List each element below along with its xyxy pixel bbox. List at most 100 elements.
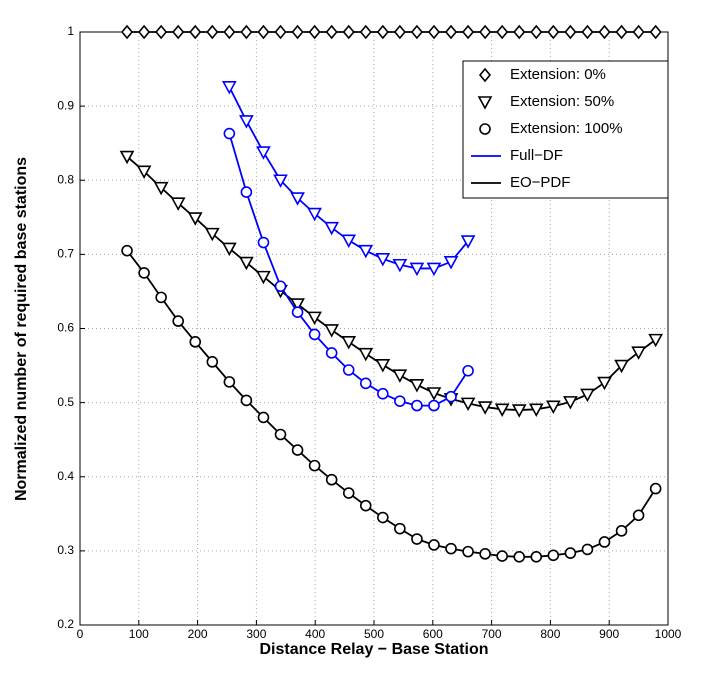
x-tick-label: 1000 xyxy=(655,627,682,641)
data-point xyxy=(513,551,526,563)
data-point xyxy=(479,548,491,560)
data-point xyxy=(138,267,150,279)
data-point xyxy=(290,298,305,312)
data-point xyxy=(206,356,219,368)
data-point xyxy=(580,388,595,403)
data-point xyxy=(291,24,304,40)
data-point xyxy=(528,403,544,417)
data-point xyxy=(359,377,372,390)
data-point xyxy=(342,24,355,40)
x-tick-label: 300 xyxy=(246,627,266,641)
data-point xyxy=(290,192,305,206)
data-point xyxy=(530,24,543,40)
data-point xyxy=(256,146,271,160)
data-point xyxy=(377,387,389,400)
x-tick-label: 0 xyxy=(77,627,84,641)
legend-marker xyxy=(478,67,492,83)
data-point xyxy=(308,24,321,40)
data-point xyxy=(121,244,133,257)
data-point xyxy=(307,207,322,222)
data-point xyxy=(138,24,151,40)
data-point xyxy=(545,400,561,415)
x-tick-label: 500 xyxy=(364,627,384,641)
data-point xyxy=(239,256,254,271)
y-tick-label: 0.3 xyxy=(57,543,74,557)
legend-label: Extension: 50% xyxy=(510,93,614,110)
data-point xyxy=(462,545,474,558)
legend-marker xyxy=(477,96,493,110)
data-point xyxy=(410,24,423,40)
data-point xyxy=(240,186,253,198)
data-point xyxy=(445,542,457,555)
data-point xyxy=(153,181,169,196)
data-point xyxy=(460,397,476,412)
data-point xyxy=(375,253,391,267)
data-point xyxy=(581,24,594,40)
x-tick-label: 800 xyxy=(540,627,560,641)
data-point xyxy=(597,376,612,391)
data-point xyxy=(257,236,270,249)
data-point xyxy=(426,262,442,277)
data-point xyxy=(376,24,389,40)
data-point xyxy=(631,346,646,360)
data-point xyxy=(155,24,168,40)
data-point xyxy=(239,115,254,129)
data-point xyxy=(342,364,355,376)
data-point xyxy=(394,522,406,535)
data-point xyxy=(223,127,236,140)
data-point xyxy=(511,404,527,418)
data-point xyxy=(324,324,340,338)
data-point xyxy=(342,487,355,499)
data-point xyxy=(496,550,508,562)
data-point xyxy=(257,24,270,40)
data-point xyxy=(615,525,628,537)
legend-marker xyxy=(479,123,491,135)
data-point xyxy=(170,197,186,211)
data-point xyxy=(223,376,236,388)
data-point xyxy=(206,24,219,40)
data-point xyxy=(325,24,338,40)
data-point xyxy=(325,347,338,359)
data-point xyxy=(358,244,374,259)
x-tick-label: 900 xyxy=(599,627,619,641)
data-point xyxy=(274,280,287,293)
y-axis-label: Normalized number of required base stati… xyxy=(13,157,30,501)
data-point xyxy=(426,387,442,401)
data-point xyxy=(394,395,406,407)
data-point xyxy=(563,396,578,410)
data-point xyxy=(649,24,662,40)
data-point xyxy=(273,174,288,188)
x-tick-label: 100 xyxy=(129,627,149,641)
data-point xyxy=(375,359,391,373)
y-tick-label: 0.4 xyxy=(57,469,74,483)
data-point xyxy=(119,150,135,165)
y-tick-label: 0.2 xyxy=(57,617,74,631)
x-axis-label: Distance Relay − Base Station xyxy=(260,641,489,658)
y-tick-label: 0.7 xyxy=(57,247,74,261)
data-point xyxy=(564,547,577,559)
data-point xyxy=(325,473,338,486)
data-point xyxy=(411,533,423,545)
data-point xyxy=(257,411,270,424)
legend-box xyxy=(462,60,669,199)
data-point xyxy=(308,328,321,341)
data-point xyxy=(443,255,459,270)
data-point xyxy=(477,401,493,415)
data-point xyxy=(359,499,372,512)
data-point xyxy=(614,359,629,374)
data-point xyxy=(427,24,441,40)
data-point xyxy=(274,24,287,40)
data-point xyxy=(428,539,440,551)
data-point xyxy=(189,336,202,348)
legend-label: Extension: 0% xyxy=(510,66,606,83)
data-point xyxy=(392,369,408,383)
data-point xyxy=(240,24,253,40)
data-point xyxy=(530,551,543,563)
data-point xyxy=(341,234,357,248)
data-point xyxy=(377,511,389,524)
data-point xyxy=(411,399,423,412)
data-point xyxy=(462,24,475,40)
x-tick-label: 600 xyxy=(423,627,443,641)
data-point xyxy=(308,459,321,472)
